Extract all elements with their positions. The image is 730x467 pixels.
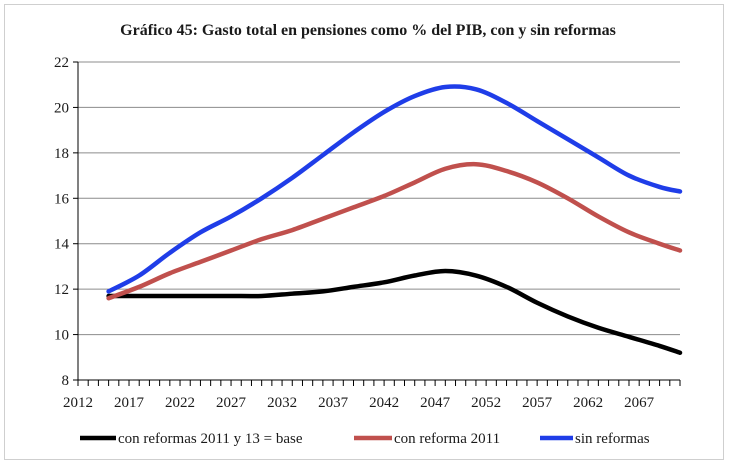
series-layer — [106, 84, 683, 355]
x-tick-label: 2012 — [63, 395, 93, 411]
y-tick-label: 16 — [54, 191, 70, 207]
x-tick-label: 2032 — [267, 395, 297, 411]
x-tick-label: 2042 — [369, 395, 399, 411]
x-tick-label: 2057 — [522, 395, 553, 411]
y-tick-label: 8 — [62, 373, 70, 389]
y-tick-label: 22 — [54, 55, 69, 71]
x-tick-label: 2017 — [114, 395, 145, 411]
series-line-sin-reformas — [106, 84, 683, 294]
y-tick-label: 18 — [54, 146, 69, 162]
legend: con reformas 2011 y 13 = base con reforma… — [80, 431, 650, 447]
x-tick-label: 2052 — [471, 395, 501, 411]
series-line-con-reformas-2011-y-13-base — [106, 268, 683, 355]
x-tick-label: 2037 — [318, 395, 349, 411]
grid-layer — [78, 61, 680, 336]
chart-title: Gráfico 45: Gasto total en pensiones com… — [120, 22, 616, 39]
y-tick-label: 10 — [54, 328, 69, 344]
x-tick-label: 2047 — [420, 395, 451, 411]
series-line-con-reforma-2011 — [106, 161, 683, 301]
y-tick-label: 12 — [54, 282, 69, 298]
x-tick-label: 2067 — [624, 395, 655, 411]
legend-label-con-reforma-2011: con reforma 2011 — [394, 431, 500, 447]
y-tick-label: 20 — [54, 100, 69, 116]
legend-label-sin-reformas: sin reformas — [575, 431, 650, 447]
x-tick-label: 2062 — [573, 395, 603, 411]
x-tick-label: 2022 — [165, 395, 195, 411]
x-tick-label: 2027 — [216, 395, 247, 411]
y-tick-label: 14 — [54, 237, 70, 253]
legend-label-con-reformas-2011-y-13-base: con reformas 2011 y 13 = base — [118, 431, 303, 447]
